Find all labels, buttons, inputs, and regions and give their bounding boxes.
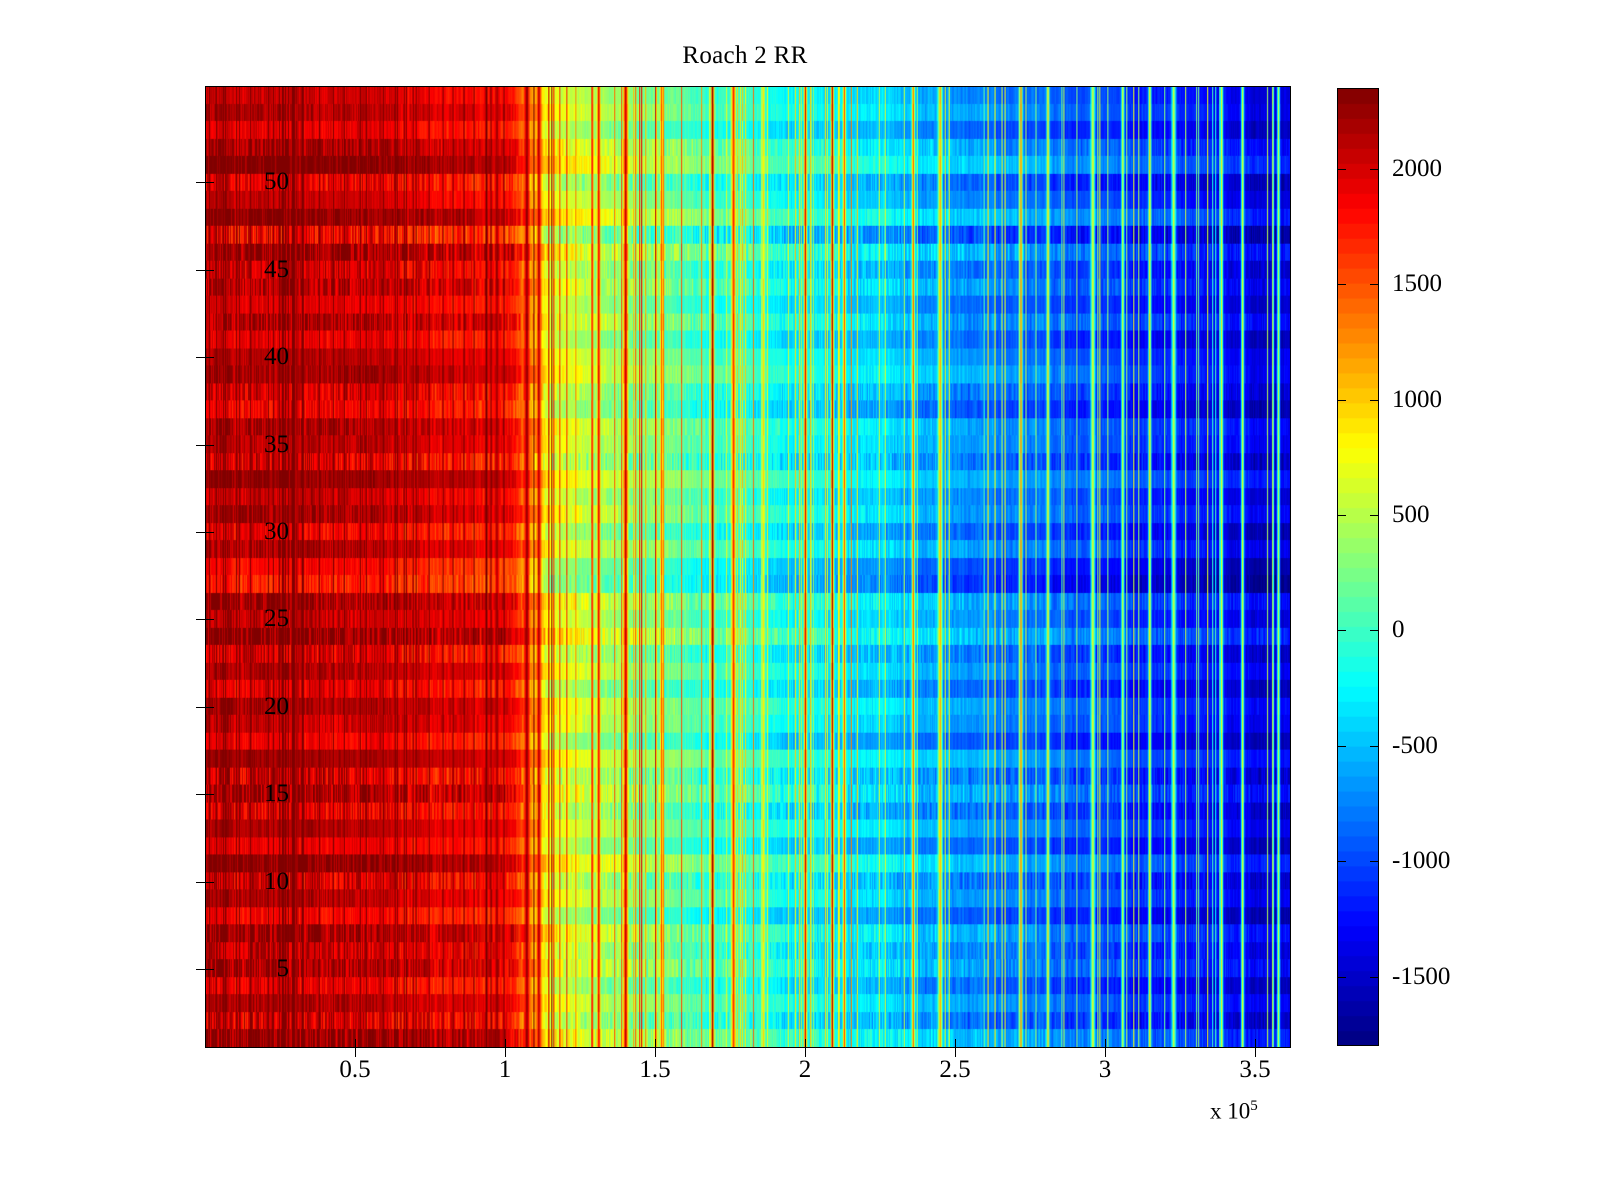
colorbar-tick — [1337, 861, 1346, 863]
colorbar-tick — [1370, 399, 1379, 401]
colorbar-tick — [1337, 515, 1346, 517]
colorbar-tick — [1370, 861, 1379, 863]
colorbar-tick — [1337, 284, 1346, 286]
colorbar-tick — [1370, 284, 1379, 286]
y-axis-tick — [196, 794, 205, 796]
x-axis-tick-label: 2.5 — [939, 1056, 971, 1083]
colorbar-tick-label: -1500 — [1392, 962, 1451, 990]
y-axis-tick — [205, 444, 214, 446]
x-axis-tick — [1105, 1039, 1106, 1048]
y-axis-tick — [196, 182, 205, 184]
x-axis-tick-label: 0.5 — [339, 1056, 371, 1083]
y-axis-tick — [205, 706, 214, 708]
y-axis-tick — [196, 532, 205, 534]
colorbar-tick — [1370, 745, 1379, 747]
x-axis-tick-label: 1.5 — [639, 1056, 671, 1083]
x-axis-tick — [355, 1039, 356, 1048]
y-axis-tick — [196, 269, 205, 271]
y-axis-tick — [196, 619, 205, 621]
y-axis-tick-label: 5 — [276, 955, 290, 983]
colorbar-tick — [1337, 630, 1346, 632]
y-axis-tick — [205, 532, 214, 534]
y-axis-tick-label: 20 — [264, 692, 289, 720]
colorbar-tick — [1337, 745, 1346, 747]
x-axis-tick — [1255, 1039, 1256, 1048]
y-axis-tick-label: 50 — [264, 168, 289, 196]
y-axis-tick — [196, 706, 205, 708]
y-axis-tick — [205, 881, 214, 883]
x-axis-tick — [505, 1039, 506, 1048]
x-axis-tick — [1255, 1048, 1256, 1057]
x-axis-tick — [655, 1048, 656, 1057]
y-axis-tick-label: 45 — [264, 255, 289, 283]
x-axis-exponent-base: x 10 — [1210, 1098, 1251, 1124]
x-axis-tick — [955, 1048, 956, 1057]
colorbar-tick-label: -500 — [1392, 731, 1438, 759]
colorbar-tick-label: 500 — [1392, 501, 1430, 529]
x-axis-tick-label: 3.5 — [1239, 1056, 1271, 1083]
x-axis-tick — [1105, 1048, 1106, 1057]
x-axis-tick — [955, 1039, 956, 1048]
y-axis-tick-label: 35 — [264, 430, 289, 458]
colorbar — [1337, 88, 1379, 1046]
colorbar-tick — [1370, 515, 1379, 517]
y-axis-tick — [205, 969, 214, 971]
colorbar-tick — [1337, 168, 1346, 170]
colorbar-gradient — [1338, 89, 1378, 1045]
colorbar-tick-label: 2000 — [1392, 154, 1442, 182]
page-title: Roach 2 RR — [682, 42, 808, 69]
y-axis-tick — [205, 182, 214, 184]
colorbar-tick-label: 1500 — [1392, 270, 1442, 298]
x-axis-tick — [655, 1039, 656, 1048]
y-axis-tick — [196, 881, 205, 883]
x-axis-tick — [805, 1039, 806, 1048]
x-axis-tick-label: 1 — [498, 1056, 512, 1083]
colorbar-tick — [1337, 976, 1346, 978]
x-axis-tick — [505, 1048, 506, 1057]
y-axis-tick — [196, 357, 205, 359]
colorbar-tick — [1370, 630, 1379, 632]
colorbar-tick — [1370, 976, 1379, 978]
y-axis-tick-label: 15 — [264, 780, 289, 808]
x-axis-tick-label: 3 — [1098, 1056, 1112, 1083]
x-axis-tick — [355, 1048, 356, 1057]
y-axis-tick — [205, 269, 214, 271]
y-axis-tick — [205, 357, 214, 359]
heatmap-image — [206, 87, 1290, 1047]
x-axis-exponent-power: 5 — [1250, 1098, 1258, 1114]
colorbar-tick-label: 0 — [1392, 616, 1405, 644]
colorbar-tick-label: 1000 — [1392, 385, 1442, 413]
x-axis-tick — [805, 1048, 806, 1057]
y-axis-tick-label: 30 — [264, 518, 289, 546]
y-axis-tick-label: 25 — [264, 605, 289, 633]
colorbar-tick — [1337, 399, 1346, 401]
y-axis-tick — [205, 794, 214, 796]
colorbar-tick — [1370, 168, 1379, 170]
y-axis-tick — [205, 619, 214, 621]
x-axis-exponent-label: x 105 — [1210, 1098, 1258, 1125]
x-axis-tick-label: 2 — [798, 1056, 812, 1083]
y-axis-tick-label: 40 — [264, 343, 289, 371]
heatmap-axes — [205, 86, 1291, 1048]
y-axis-tick — [196, 969, 205, 971]
colorbar-tick-label: -1000 — [1392, 847, 1451, 875]
y-axis-tick-label: 10 — [264, 867, 289, 895]
y-axis-tick — [196, 444, 205, 446]
